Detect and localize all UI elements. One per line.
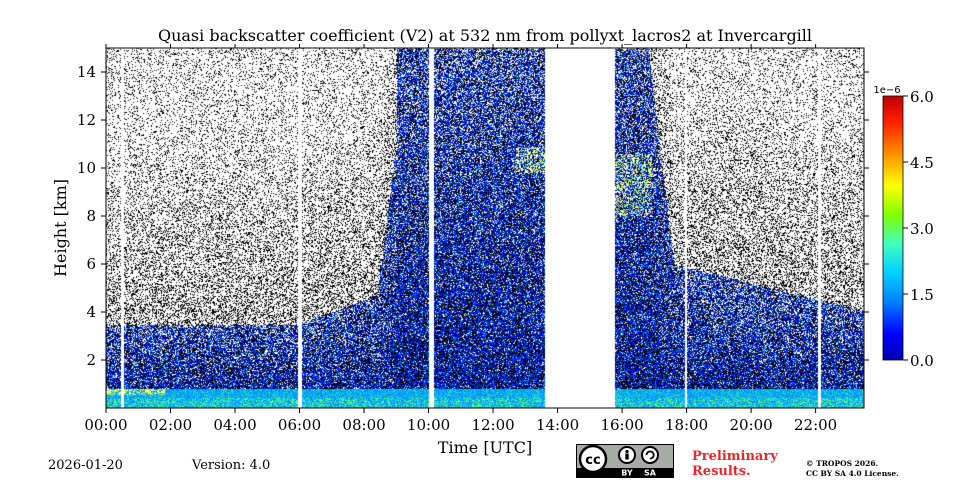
colorbar-tick-label: 6.0 (910, 88, 934, 106)
cc-text: cc (585, 453, 600, 468)
sa-icon (641, 446, 659, 464)
preliminary-line-2: Results. (692, 464, 751, 479)
x-tick-label: 12:00 (471, 416, 514, 434)
by-text: BY (621, 469, 633, 478)
y-tick-label: 6 (86, 255, 96, 273)
preliminary-results-notice: Preliminary Results. (692, 449, 778, 479)
x-tick-label: 18:00 (665, 416, 708, 434)
plot-area (105, 47, 865, 409)
x-tick-label: 10:00 (407, 416, 450, 434)
y-tick-label: 12 (77, 111, 96, 129)
cc-icon (578, 444, 608, 474)
y-axis-label: Height [km] (51, 179, 70, 277)
sa-text: SA (644, 469, 657, 478)
colorbar-tick-label: 3.0 (910, 220, 934, 238)
x-tick-label: 22:00 (794, 416, 837, 434)
y-tick-label: 4 (86, 303, 96, 321)
sa-icon-arrow (645, 450, 655, 460)
chart-title: Quasi backscatter coefficient (V2) at 53… (158, 26, 812, 45)
x-tick-label: 00:00 (84, 416, 127, 434)
version-label: Version: 4.0 (192, 458, 271, 473)
x-tick-label: 14:00 (536, 416, 579, 434)
x-tick-label: 04:00 (213, 416, 256, 434)
by-icon-body (625, 453, 629, 460)
by-icon-head (625, 449, 629, 454)
x-tick-label: 20:00 (729, 416, 772, 434)
colorbar-tick-label: 0.0 (910, 352, 934, 370)
x-tick-label: 06:00 (278, 416, 321, 434)
x-tick-label: 16:00 (600, 416, 643, 434)
y-axis: 2 4 6 8 10 12 14 (77, 63, 869, 369)
plot-frame (105, 47, 865, 409)
colorbar: 1e−6 0.0 1.5 3.0 4.5 6.0 (873, 85, 933, 370)
y-tick-label: 14 (77, 63, 96, 81)
y-tick-label: 10 (77, 159, 96, 177)
copyright-line-2: CC BY SA 4.0 License. (806, 469, 899, 478)
heatmap-image (106, 48, 864, 408)
colorbar-gradient (882, 95, 904, 361)
copyright-line-1: © TROPOS 2026. (806, 459, 879, 468)
x-axis: 00:00 02:00 04:00 06:00 08:00 10:00 12:00 14:00… (84, 44, 837, 434)
colorbar-tick-label: 4.5 (910, 154, 934, 172)
backscatter-heatmap (106, 48, 864, 408)
cc-by-sa-badge: cc BY SA (576, 444, 674, 478)
y-tick-label: 2 (86, 351, 96, 369)
x-axis-label: Time [UTC] (438, 438, 532, 457)
y-tick-label: 8 (86, 207, 96, 225)
date-label: 2026-01-20 (48, 458, 123, 473)
preliminary-line-1: Preliminary (692, 449, 778, 464)
colorbar-multiplier: 1e−6 (873, 85, 900, 96)
copyright-notice: © TROPOS 2026. CC BY SA 4.0 License. (806, 459, 899, 479)
x-tick-label: 08:00 (342, 416, 385, 434)
x-tick-label: 02:00 (149, 416, 192, 434)
colorbar-tick-label: 1.5 (910, 286, 934, 304)
